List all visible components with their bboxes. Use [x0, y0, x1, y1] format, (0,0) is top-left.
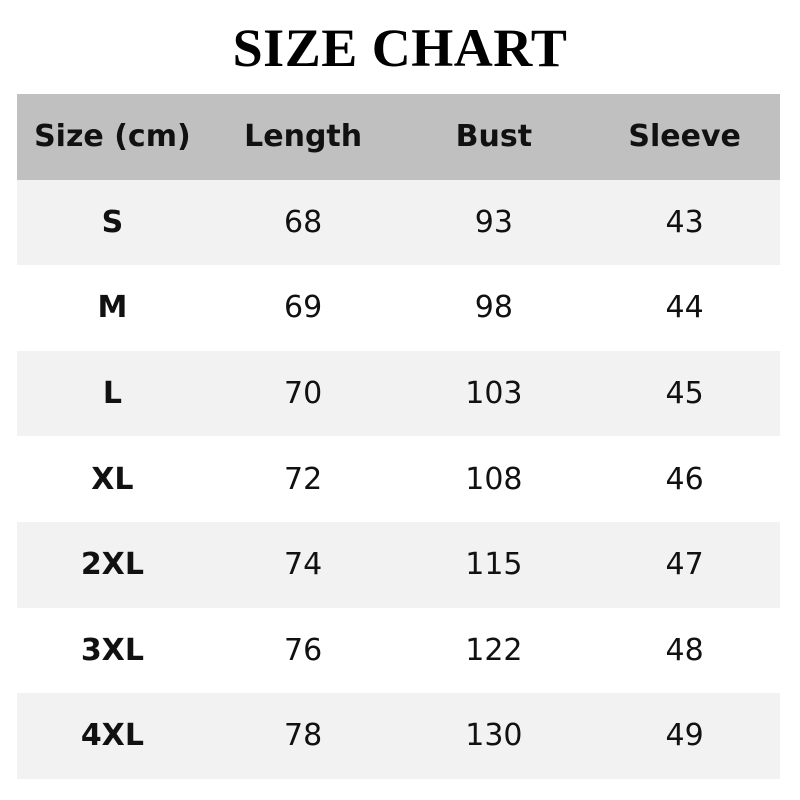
cell-size: 4XL — [17, 693, 208, 779]
cell-sleeve: 43 — [589, 179, 780, 266]
table-row: L 70 103 45 — [17, 350, 780, 437]
header-length: Length — [207, 94, 399, 180]
table-header-row: Size (cm) Length Bust Sleeve — [17, 94, 780, 180]
table-row: XL 72 108 46 — [17, 436, 780, 522]
cell-bust: 108 — [398, 436, 590, 522]
cell-length: 74 — [207, 521, 399, 608]
cell-sleeve: 47 — [589, 521, 780, 608]
cell-bust: 103 — [398, 350, 590, 437]
cell-bust: 130 — [398, 693, 590, 779]
cell-bust: 122 — [398, 607, 590, 694]
table-row: 3XL 76 122 48 — [17, 607, 780, 694]
cell-size: 2XL — [17, 521, 208, 608]
cell-sleeve: 46 — [589, 436, 780, 522]
cell-size: XL — [17, 436, 208, 522]
cell-size: M — [17, 265, 208, 351]
page-title: SIZE CHART — [232, 18, 568, 78]
table-row: 2XL 74 115 47 — [17, 521, 780, 608]
header-sleeve: Sleeve — [589, 94, 780, 180]
cell-sleeve: 44 — [589, 265, 780, 351]
table-row: M 69 98 44 — [17, 265, 780, 351]
cell-length: 76 — [207, 607, 399, 694]
cell-sleeve: 48 — [589, 607, 780, 694]
cell-length: 78 — [207, 693, 399, 779]
cell-length: 69 — [207, 265, 399, 351]
cell-length: 72 — [207, 436, 399, 522]
cell-bust: 115 — [398, 521, 590, 608]
cell-sleeve: 45 — [589, 350, 780, 437]
cell-bust: 98 — [398, 265, 590, 351]
cell-length: 68 — [207, 179, 399, 266]
table-row: S 68 93 43 — [17, 179, 780, 266]
cell-length: 70 — [207, 350, 399, 437]
cell-sleeve: 49 — [589, 693, 780, 779]
header-size: Size (cm) — [17, 94, 208, 180]
cell-size: L — [17, 350, 208, 437]
cell-size: S — [17, 179, 208, 266]
cell-bust: 93 — [398, 179, 590, 266]
size-chart-table: Size (cm) Length Bust Sleeve S 68 93 43 M 69 9… — [17, 94, 780, 779]
table-row: 4XL 78 130 49 — [17, 693, 780, 779]
header-bust: Bust — [398, 94, 590, 180]
cell-size: 3XL — [17, 607, 208, 694]
